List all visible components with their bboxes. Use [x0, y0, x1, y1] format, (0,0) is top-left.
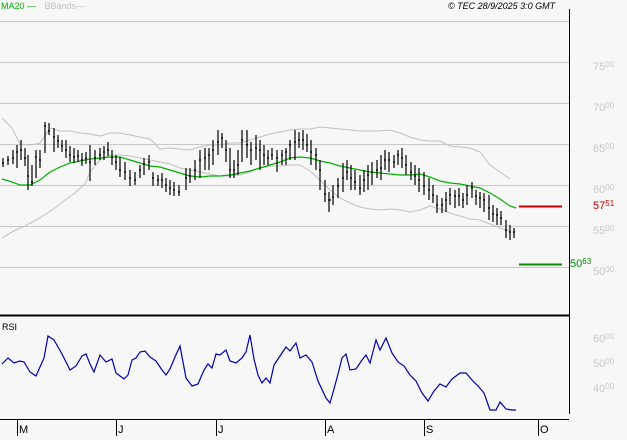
x-label-august: A — [327, 424, 335, 436]
price-label-6500: 6500 — [593, 142, 615, 155]
support-label: 5063 — [570, 257, 592, 270]
rsi-label-60: 6000 — [593, 332, 615, 345]
ma20-swatch-icon: — — [27, 1, 37, 11]
x-label-september: S — [426, 424, 434, 436]
resistance-label: 5751 — [593, 199, 615, 212]
bbands-lower — [1, 154, 511, 239]
x-axis-ticks — [17, 419, 539, 436]
price-label-5500: 5500 — [593, 224, 615, 237]
price-label-6000: 6000 — [593, 183, 615, 196]
ohlc-bars — [2, 122, 515, 240]
x-label-october: O — [540, 424, 549, 436]
x-label-may: M — [19, 424, 29, 436]
x-label-july: J — [218, 424, 224, 436]
price-label-7000: 7000 — [593, 101, 615, 114]
x-label-june: J — [118, 424, 124, 436]
ma20-line — [1, 156, 517, 209]
chart-legend: MA20 — BBands— — [1, 0, 85, 12]
rsi-label-50: 5000 — [593, 357, 615, 370]
bbands-swatch-icon: — — [76, 1, 86, 11]
legend-ma20: MA20 — — [1, 1, 37, 11]
bbands-upper — [1, 117, 511, 180]
rsi-line — [1, 334, 516, 411]
legend-bbands: BBands— — [44, 1, 86, 11]
copyright-timestamp: © TEC 28/9/2025 3:0 GMT — [448, 1, 556, 11]
rsi-panel-title: RSI — [2, 322, 18, 332]
rsi-label-40: 4000 — [593, 382, 615, 395]
price-label-5000: 5000 — [593, 265, 615, 278]
price-label-7500: 7500 — [593, 60, 615, 73]
price-gridlines — [0, 21, 569, 268]
